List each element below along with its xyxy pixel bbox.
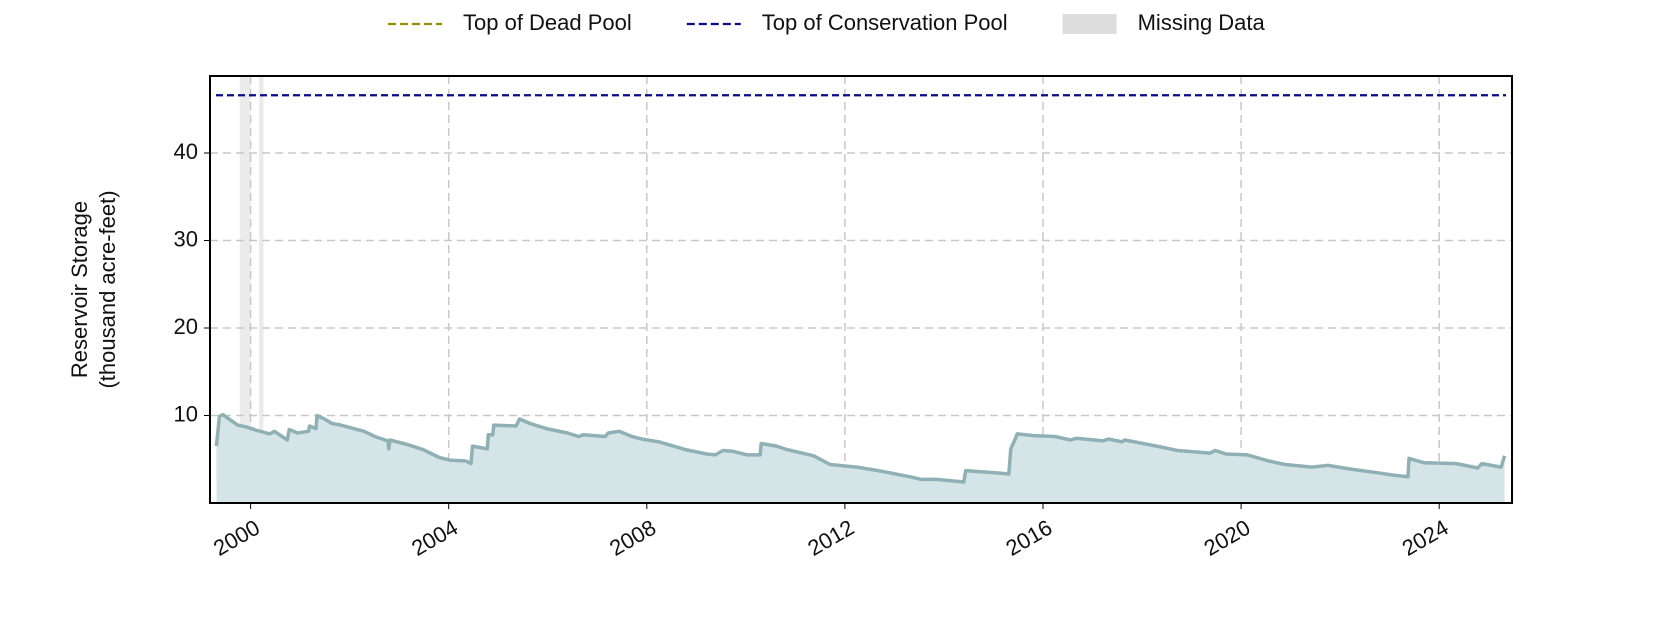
legend-swatch [1062, 14, 1117, 34]
missing-data-span [239, 76, 251, 503]
y-tick-label: 40 [174, 139, 198, 164]
x-tick-label: 2000 [209, 515, 264, 561]
y-axis-label-line: Reservoir Storage [67, 201, 92, 378]
x-tick-label: 2016 [1002, 515, 1057, 561]
y-axis-label-line: (thousand acre-feet) [95, 190, 120, 388]
y-tick-label: 10 [174, 401, 198, 426]
x-tick-label: 2024 [1398, 515, 1453, 561]
legend-label: Missing Data [1138, 10, 1266, 35]
plot-frame [209, 75, 1513, 504]
storage-line [214, 412, 1507, 484]
x-tick-label: 2008 [605, 515, 660, 561]
missing-data-span [259, 76, 264, 503]
y-tick-label: 20 [174, 314, 198, 339]
x-tick-label: 2020 [1200, 515, 1255, 561]
y-axis-label: Reservoir Storage (thousand acre-feet) [67, 190, 120, 388]
y-tick-label: 30 [174, 226, 198, 251]
storage-area [216, 414, 1505, 503]
x-tick-label: 2004 [407, 515, 462, 561]
legend-label: Top of Conservation Pool [762, 10, 1008, 35]
legend-label: Top of Dead Pool [463, 10, 632, 35]
x-tick-label: 2012 [803, 515, 858, 561]
